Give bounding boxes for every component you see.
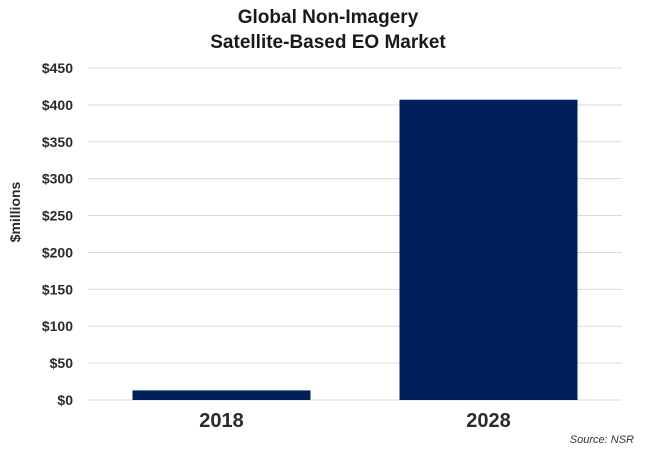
y-tick-label: $250	[42, 208, 73, 224]
bars	[132, 99, 578, 401]
chart-title-line-1: Global Non-Imagery	[238, 7, 419, 28]
x-category-label: 2028	[466, 410, 511, 432]
gridlines	[88, 67, 622, 401]
y-tick-label: $150	[42, 281, 73, 297]
bar-2018	[132, 390, 311, 400]
y-tick-label: $0	[57, 392, 73, 408]
y-tick-label: $300	[42, 171, 73, 187]
y-tick-label: $400	[42, 97, 73, 113]
x-category-label: 2018	[199, 410, 244, 432]
bar-2028	[399, 99, 578, 401]
x-axis-categories: 2018 2028	[199, 410, 511, 432]
source-note: Source: NSR	[570, 434, 634, 446]
y-axis-label: $millions	[7, 181, 23, 242]
y-tick-label: $350	[42, 134, 73, 150]
y-tick-label: $100	[42, 318, 73, 334]
y-tick-label: $450	[42, 60, 73, 76]
y-axis-ticks: $0 $50 $100 $150 $200 $250 $300 $350 $400 $450	[42, 60, 73, 408]
y-tick-label: $50	[50, 355, 74, 371]
y-tick-label: $200	[42, 244, 73, 260]
chart-title-line-2: Satellite-Based EO Market	[210, 32, 446, 53]
